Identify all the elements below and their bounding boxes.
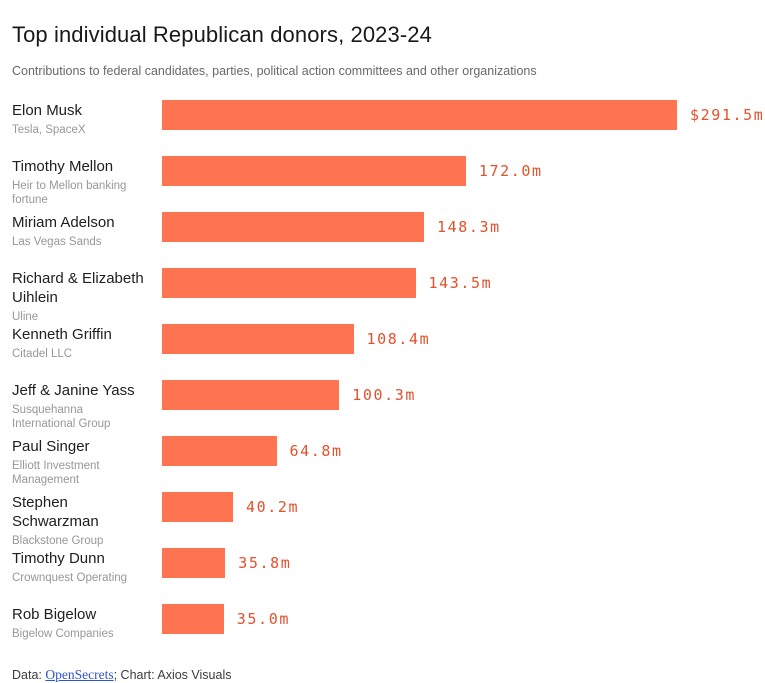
donor-name: Elon Musk [12, 102, 83, 119]
donor-row: Stephen Schwarzman Blackstone Group 40.2… [12, 492, 765, 548]
donor-org: Heir to Mellon banking fortune [12, 180, 127, 206]
source-suffix: ; Chart: Axios Visuals [113, 668, 232, 682]
donor-name: Rob Bigelow [12, 606, 97, 623]
donor-row: Miriam Adelson Las Vegas Sands 148.3m [12, 212, 765, 268]
donor-row: Rob Bigelow Bigelow Companies 35.0m [12, 604, 765, 660]
donor-name: Miriam Adelson [12, 214, 115, 231]
donor-bar [162, 492, 233, 522]
donor-value: 35.8m [238, 554, 292, 572]
donor-name: Jeff & Janine Yass [12, 382, 135, 399]
donor-bar [162, 212, 424, 242]
donor-value: 35.0m [236, 610, 290, 628]
donor-org: Blackstone Group [12, 535, 104, 547]
donor-bar [162, 548, 226, 578]
opensecrets-link[interactable]: OpenSecrets [45, 667, 114, 682]
donor-value: 108.4m [366, 330, 431, 348]
donor-bar [162, 604, 224, 634]
donor-name: Richard & Elizabeth Uihlein [12, 270, 144, 306]
donor-org: Crownquest Operating [12, 572, 128, 584]
donor-org: Susquehanna International Group [12, 404, 111, 430]
donor-value: 64.8m [289, 442, 343, 460]
donor-value: 148.3m [437, 218, 501, 236]
donor-org: Citadel LLC [12, 348, 73, 360]
donor-bar [162, 156, 466, 186]
chart-subtitle: Contributions to federal candidates, par… [12, 64, 537, 78]
donor-bar [162, 100, 677, 130]
page-title: Top individual Republican donors, 2023-2… [12, 22, 432, 47]
source-prefix: Data: [12, 668, 46, 682]
donor-name: Paul Singer [12, 438, 90, 455]
bar-chart: Elon Musk Tesla, SpaceX $291.5m Timothy … [12, 100, 765, 660]
donor-bar [162, 380, 340, 410]
donor-row: Jeff & Janine Yass Susquehanna Internati… [12, 380, 765, 436]
source-line: Data: OpenSecrets; Chart: Axios Visuals [12, 667, 765, 683]
donor-row: Kenneth Griffin Citadel LLC 108.4m [12, 324, 765, 380]
donor-row: Timothy Mellon Heir to Mellon banking fo… [12, 156, 765, 212]
donor-name: Kenneth Griffin [12, 326, 112, 343]
donor-value: $291.5m [690, 106, 765, 124]
donor-bar [162, 436, 277, 466]
donor-row: Paul Singer Elliott Investment Managemen… [12, 436, 765, 492]
donor-org: Uline [12, 311, 39, 323]
donor-org: Tesla, SpaceX [12, 124, 86, 136]
donor-value: 40.2m [246, 498, 300, 516]
donor-name: Timothy Mellon [12, 158, 114, 175]
donor-bar [162, 268, 416, 298]
donor-row: Richard & Elizabeth Uihlein Uline 143.5m [12, 268, 765, 324]
donor-org: Bigelow Companies [12, 628, 114, 640]
donor-row: Elon Musk Tesla, SpaceX $291.5m [12, 100, 765, 156]
donor-org: Las Vegas Sands [12, 236, 102, 248]
donor-row: Timothy Dunn Crownquest Operating 35.8m [12, 548, 765, 604]
donor-bar [162, 324, 354, 354]
donor-org: Elliott Investment Management [12, 460, 100, 486]
donor-name: Timothy Dunn [12, 550, 105, 567]
donor-name: Stephen Schwarzman [12, 494, 99, 530]
donor-value: 143.5m [428, 274, 493, 292]
donor-value: 172.0m [478, 162, 543, 180]
donor-value: 100.3m [352, 386, 416, 404]
